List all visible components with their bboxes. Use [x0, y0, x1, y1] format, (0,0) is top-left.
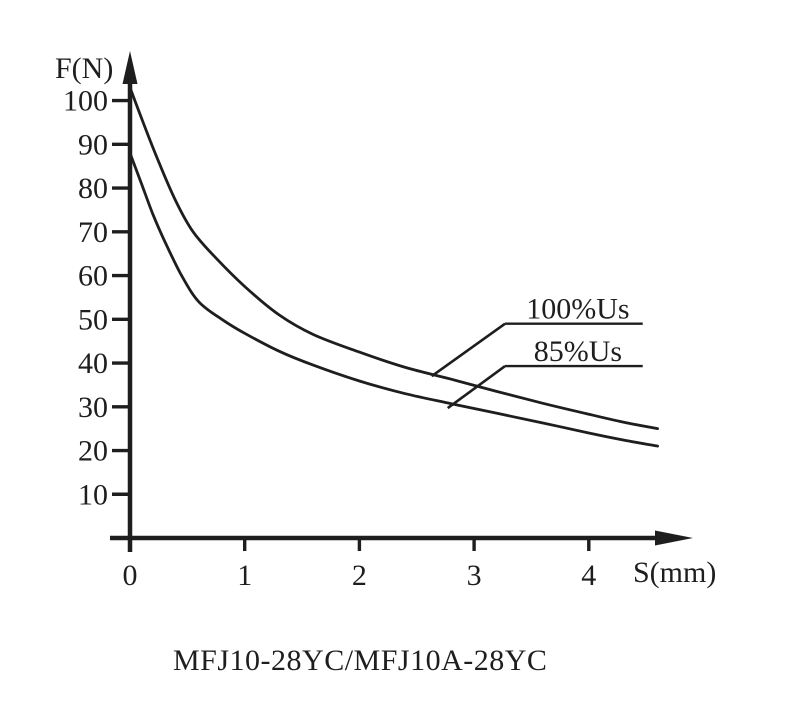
y-tick-label: 40	[78, 347, 108, 380]
y-tick-label: 90	[78, 128, 108, 161]
caption: MFJ10-28YC/MFJ10A-28YC	[173, 644, 548, 677]
legend-label-100pct-us: 100%Us	[526, 293, 629, 326]
curve-85pct-us	[128, 151, 659, 448]
x-tick-label: 1	[237, 559, 252, 592]
x-tick-label: 2	[352, 559, 367, 592]
x-tick-label: 3	[467, 559, 482, 592]
x-tick-label: 4	[581, 559, 596, 592]
x-axis-label: S(mm)	[633, 556, 716, 589]
y-tick-label: 60	[78, 260, 108, 293]
legend-leader-line	[430, 322, 506, 378]
y-tick-label: 50	[78, 303, 108, 336]
y-tick-label: 30	[78, 391, 108, 424]
x-tick-label: 0	[123, 559, 138, 592]
legend-label-85pct-us: 85%Us	[534, 335, 622, 368]
y-tick-label: 70	[78, 216, 108, 249]
x-axis-arrow	[655, 530, 693, 546]
y-tick-label: 100	[63, 85, 108, 118]
y-tick-label: 80	[78, 172, 108, 205]
legend-leader-line	[446, 365, 506, 410]
y-axis-label: F(N)	[55, 52, 113, 85]
curve-100pct-us	[128, 86, 659, 430]
y-tick-label: 10	[78, 478, 108, 511]
y-tick-label: 20	[78, 435, 108, 468]
y-axis-arrow	[122, 51, 138, 84]
